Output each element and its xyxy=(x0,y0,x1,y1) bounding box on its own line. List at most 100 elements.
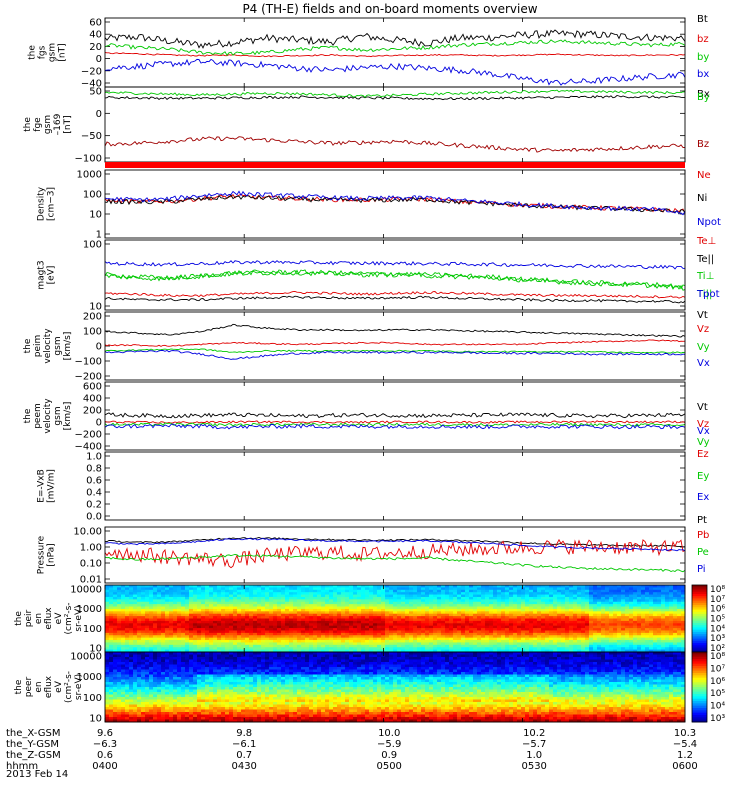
ylabel-line: (cm²-s- xyxy=(64,602,74,634)
ytick-label: 100 xyxy=(83,190,102,201)
ylabel-line: the xyxy=(14,679,24,694)
frame-peim xyxy=(104,311,686,381)
ytick-label: 100 xyxy=(83,693,102,704)
ylabel-line: gsm xyxy=(48,43,58,62)
ylabel-line: the xyxy=(23,408,33,423)
xaxis-row-label: the_X-GSM xyxy=(6,728,60,739)
ytick-label: 0 xyxy=(96,342,102,353)
ytick-label: 20 xyxy=(89,42,102,53)
colorbar-tick: 10⁴ xyxy=(710,702,725,712)
legend-fge-1: By xyxy=(697,92,710,103)
ylabel-efield: E=-VxB[mV/m] xyxy=(37,469,57,503)
ytick-label: −400 xyxy=(75,442,102,453)
legend-peem-3: Vx xyxy=(697,426,710,437)
series-peim-2 xyxy=(104,348,686,354)
xaxis-row-label: hhmm xyxy=(6,761,38,772)
ylabel-density: Density[cm−3] xyxy=(37,186,57,221)
series-peem-2 xyxy=(104,422,686,427)
chart-title: P4 (TH-E) fields and on-board moments ov… xyxy=(242,2,537,16)
series-density-2 xyxy=(104,190,686,216)
legend-density-0: Ne xyxy=(697,170,711,181)
ylabel-line: sr-eV) xyxy=(74,605,84,631)
ylabel-line: en xyxy=(34,681,44,692)
xaxis-value: 0430 xyxy=(231,761,256,772)
frame-peem xyxy=(104,381,686,451)
legend-peem-2: Vy xyxy=(697,437,710,448)
colorbar-tick: 10⁶ xyxy=(710,605,725,615)
ytick-label: 0 xyxy=(96,418,102,429)
xaxis-value: −6.3 xyxy=(93,739,117,750)
series-temp-0 xyxy=(104,291,686,299)
ytick-label: 10000 xyxy=(70,652,102,663)
xaxis-row-label: the_Z-GSM xyxy=(6,750,61,761)
ytick-label: 1.0 xyxy=(86,452,102,463)
ytick-label: 100 xyxy=(83,327,102,338)
colorbar-tick: 10⁷ xyxy=(710,664,725,674)
xaxis-value: 10.3 xyxy=(674,728,696,739)
legend-pressure-3: Pi xyxy=(697,564,706,575)
ytick-label: 0.2 xyxy=(86,500,102,511)
series-temp-1 xyxy=(104,295,686,304)
ylabel-line: peer xyxy=(24,676,34,697)
ylabel-peer: thepeerenefluxeV(cm²-s-sr-eV) xyxy=(14,671,84,703)
ylabel-line: eV xyxy=(54,680,64,693)
ylabel-line: [km/s] xyxy=(63,332,73,361)
xaxis-value: 0.6 xyxy=(97,750,113,761)
legend-density-2: Npot xyxy=(697,217,721,228)
ylabel-peir: thepeirenefluxeV(cm²-s-sr-eV) xyxy=(14,602,84,634)
colorbar-tick: 10⁴ xyxy=(710,624,725,634)
ylabel-temp: magt3[eV] xyxy=(37,260,57,289)
series-fge-0 xyxy=(104,95,686,101)
legend-temp-3: Ti|| xyxy=(696,289,712,300)
legend-peim-3: Vx xyxy=(697,358,710,369)
ytick-label: 100 xyxy=(83,240,102,251)
ytick-label: 0 xyxy=(96,109,102,120)
legend-fgs-1: bz xyxy=(697,34,709,45)
xaxis-value: 9.8 xyxy=(236,728,252,739)
ylabel-line: [nPa] xyxy=(47,543,57,566)
ylabel-line: velocity xyxy=(43,398,53,434)
ylabel-line: peim xyxy=(33,335,43,358)
legend-peim-1: Vz xyxy=(697,324,709,335)
ylabel-line: (cm²-s- xyxy=(64,671,74,703)
ytick-label: 10.00 xyxy=(73,527,102,538)
separator-bar xyxy=(105,162,685,168)
ytick-label: −100 xyxy=(75,154,102,165)
legend-temp-2: Ti⊥ xyxy=(696,271,714,282)
ylabel-line: velocity xyxy=(43,328,53,364)
legend-fge-0: Bx xyxy=(697,89,710,100)
ylabel-line: fgs xyxy=(38,45,48,59)
series-pressure-3 xyxy=(104,537,686,552)
series-pressure-1 xyxy=(104,538,686,569)
colorbar-tick: 10⁷ xyxy=(710,595,725,605)
ylabel-line: eflux xyxy=(44,607,54,630)
colorbar-peer: 10⁸ 10⁷ 10⁶ 10⁵ 10⁴ 10³ xyxy=(691,651,725,724)
ylabel-pressure: Pressure[nPa] xyxy=(37,535,57,574)
ytick-label: 0.01 xyxy=(80,575,102,586)
ytick-label: −20 xyxy=(81,66,102,77)
series-fgs-3 xyxy=(104,58,686,86)
ylabel-line: eV xyxy=(54,612,64,625)
series-temp-4 xyxy=(104,260,686,270)
ylabel-line: magt3 xyxy=(37,260,47,289)
xaxis-value: 1.2 xyxy=(677,750,693,761)
series-peem-3 xyxy=(104,423,686,430)
ytick-label: 0.0 xyxy=(86,512,102,523)
colorbar-tick: 10⁵ xyxy=(710,615,725,625)
legend-density-1: Ni xyxy=(697,193,707,204)
ytick-label: 10 xyxy=(89,210,102,221)
legend-pressure-2: Pe xyxy=(697,547,709,558)
ytick-label: 200 xyxy=(83,312,102,323)
ytick-label: −200 xyxy=(75,430,102,441)
colorbar-tick: 10² xyxy=(710,644,725,654)
frame-fgs xyxy=(104,17,686,88)
ylabel-peem: thepeemvelocitygsm[km/s] xyxy=(23,398,73,434)
xaxis-value: −5.7 xyxy=(522,739,546,750)
ylabel-line: [km/s] xyxy=(63,402,73,431)
colorbar-tick: 10³ xyxy=(710,714,725,724)
xaxis-value: 0600 xyxy=(672,761,697,772)
colorbar-tick: 10³ xyxy=(710,634,725,644)
xaxis-value: 0500 xyxy=(376,761,401,772)
series-peim-0 xyxy=(104,323,686,338)
